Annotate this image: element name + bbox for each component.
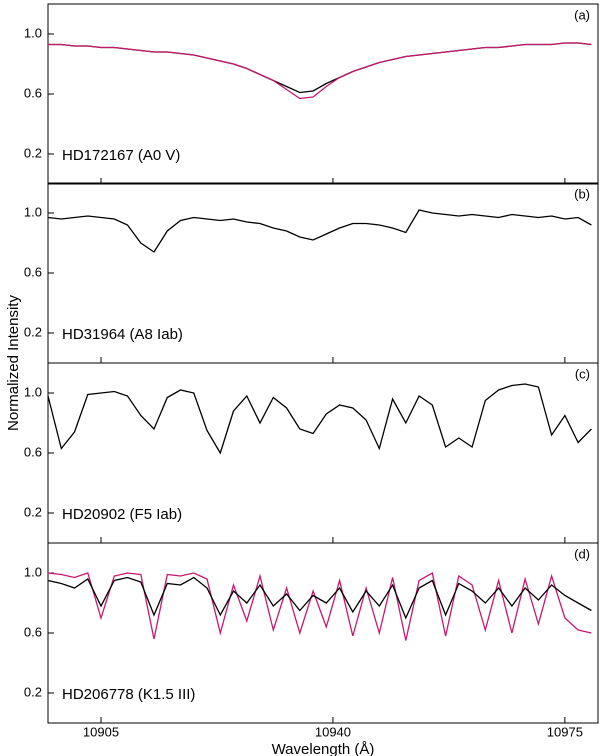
x-tick-label: 10975: [547, 724, 583, 739]
panel-annotation: (d): [574, 546, 590, 561]
spectrum-line: [47, 576, 592, 620]
y-tick-label: 0.6: [24, 264, 42, 279]
panel-annotation: (b): [574, 186, 590, 201]
y-tick-label: 1.0: [24, 564, 42, 579]
panel-annotation: (a): [574, 7, 590, 22]
spectrum-line: [47, 571, 592, 641]
y-tick-label: 0.6: [24, 444, 42, 459]
star-label: HD20902 (F5 Iab): [62, 506, 182, 523]
y-tick-label: 0.6: [24, 624, 42, 639]
star-label: HD172167 (A0 V): [62, 147, 180, 164]
y-axis-label: Normalized Intensity: [5, 295, 22, 431]
y-tick-label: 0.2: [24, 324, 42, 339]
y-tick-label: 0.6: [24, 85, 42, 100]
spectrum-line: [47, 383, 592, 455]
x-tick-label: 10905: [83, 724, 119, 739]
x-tick-label: 10940: [315, 724, 351, 739]
panel-annotation: (c): [575, 366, 590, 381]
spectrum-line: [48, 42, 592, 94]
y-tick-label: 1.0: [24, 204, 42, 219]
y-tick-label: 0.2: [24, 145, 42, 160]
y-tick-label: 1.0: [24, 25, 42, 40]
spectrum-line: [47, 209, 592, 253]
star-label: HD31964 (A8 Iab): [62, 326, 183, 343]
x-axis-label: Wavelength (Å): [272, 741, 375, 756]
star-label: HD206778 (K1.5 III): [62, 686, 195, 703]
y-tick-label: 0.2: [24, 684, 42, 699]
y-tick-label: 0.2: [24, 504, 42, 519]
spectrum-line: [48, 42, 592, 100]
y-tick-label: 1.0: [24, 384, 42, 399]
